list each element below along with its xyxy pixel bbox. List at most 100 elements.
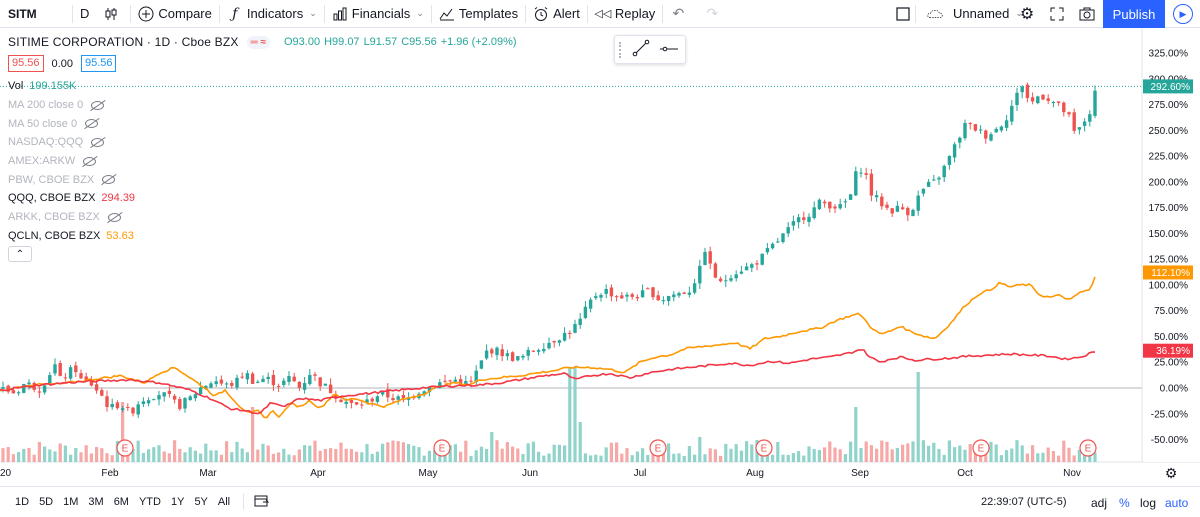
range-button-3m[interactable]: 3M [88,496,104,508]
candle-body [297,381,302,388]
timezone-clock[interactable]: 22:39:07 (UTC-5) [981,496,1067,508]
legend-row-study[interactable]: MA 50 close 0 [8,114,521,133]
eye-crossed-icon[interactable] [85,119,99,129]
legend-row-study[interactable]: PBW, CBOE BZX [8,170,521,189]
settings-button[interactable]: ⚙ [1012,0,1046,28]
eye-crossed-icon[interactable] [91,137,105,147]
axis-settings-icon[interactable]: ⚙ [1165,466,1178,482]
candle-body [412,397,416,399]
collapse-legend-button[interactable]: ⌃ [8,246,32,262]
price-axis[interactable]: 325.00%300.00%275.00%250.00%225.00%200.0… [1143,28,1200,462]
interval-button[interactable]: D [73,0,96,28]
candle-body [209,383,213,388]
candle-body [276,385,281,387]
earnings-marker[interactable]: E [755,439,773,457]
volume-bar [11,454,15,462]
horizontal-line-icon [659,42,679,57]
volume-bar [110,455,114,462]
legend-row-study[interactable]: QQQ, CBOE BZX 294.39 [8,189,521,208]
candle-body [833,206,837,209]
redo-button[interactable]: ↷ [697,0,731,28]
range-button-ytd[interactable]: YTD [138,496,161,508]
volume-bar [994,444,998,462]
fullscreen-button[interactable] [1042,0,1076,28]
volume-bar [724,443,728,462]
auto-scale-toggle[interactable]: auto [1165,496,1189,510]
volume-bar [677,453,681,462]
indicators-button[interactable]: ƒ Indicators ⌄ [220,0,324,28]
undo-button[interactable]: ↶ [663,0,697,28]
bar-chart-icon [332,6,348,22]
financials-button[interactable]: Financials ⌄ [325,0,431,28]
divider [662,4,664,23]
play-button[interactable]: ▶ [1166,0,1200,28]
divider [130,4,132,23]
time-axis[interactable]: 20 Feb Mar Apr May Jun Jul Aug Sep Oct Nov ⚙ [0,466,1177,482]
candle-body [157,395,161,400]
goto-date-button[interactable] [254,494,270,511]
symbol-title[interactable]: SITIME CORPORATION · 1D · Cboe BZX [8,35,239,49]
volume-bar [17,452,21,462]
percent-scale-toggle[interactable]: % [1119,496,1130,510]
adj-toggle[interactable]: adj [1091,496,1108,510]
eye-crossed-icon[interactable] [102,175,116,185]
volume-bar [797,451,801,462]
drag-handle[interactable] [619,41,627,58]
alert-button[interactable]: Alert [526,0,587,28]
eye-crossed-icon[interactable] [91,100,105,110]
earnings-marker[interactable]: E [433,439,451,457]
legend-row-volume[interactable]: Vol 199.155K [8,77,521,96]
range-button-5y[interactable]: 5Y [194,496,208,508]
candle-body [640,290,645,298]
volume-bar [360,452,364,462]
publish-button[interactable]: Publish [1103,0,1165,28]
range-button-all[interactable]: All [217,496,231,508]
chart-canvas[interactable]: E E E E E E 325.00%300.00%275.00%250.00%225.0… [0,28,1200,486]
price-badge-sitm: 292.60% [1143,79,1193,94]
fullscreen-layout-button[interactable] [888,0,922,28]
drawing-toolbar [614,35,686,64]
horizontal-line-tool[interactable] [655,36,683,63]
range-button-1d[interactable]: 1D [15,496,30,508]
trend-line-tool[interactable] [627,36,655,63]
buy-price-box[interactable]: 95.56 [80,55,117,72]
candle-body [74,365,78,373]
legend-row-study[interactable]: AMEX:ARKW [8,152,521,171]
compare-button[interactable]: Compare [131,0,218,28]
candle-body [625,294,629,297]
earnings-marker[interactable]: E [1079,439,1097,457]
log-scale-toggle[interactable]: log [1140,496,1157,510]
hide-series-toggle[interactable]: ═ ≈ [246,35,270,49]
symbol-search[interactable]: SITM [0,0,72,28]
eye-crossed-icon[interactable] [83,156,97,166]
range-button-6m[interactable]: 6M [113,496,129,508]
eye-crossed-icon[interactable] [107,212,121,222]
earnings-marker[interactable]: E [116,439,134,457]
legend-row-study[interactable]: NASDAQ:QQQ [8,133,521,152]
range-button-5d[interactable]: 5D [39,496,54,508]
earnings-marker[interactable]: E [972,439,990,457]
candle-body [1088,114,1092,122]
range-button-1y[interactable]: 1Y [170,496,185,508]
replay-button[interactable]: ◁◁ Replay [588,0,662,28]
volume-bar [225,441,229,462]
chevron-down-icon: ⌄ [416,8,424,18]
sell-price-box[interactable]: 95.56 [8,55,44,72]
volume-bar [578,422,582,462]
legend-row-study[interactable]: MA 200 close 0 [8,96,521,115]
spread-value: 0.00 [51,57,73,70]
earnings-marker[interactable]: E [649,439,667,457]
candle-body [687,292,692,295]
legend-row-study[interactable]: QCLN, CBOE BZX 53.63 [8,227,521,246]
templates-button[interactable]: Templates [432,0,525,28]
layout-name-button[interactable]: Unnamed ⌄ [920,0,1030,28]
function-icon: ƒ [232,5,238,22]
volume-bar [204,443,208,462]
alarm-clock-icon [533,6,549,22]
snapshot-button[interactable] [1072,0,1106,28]
chart-type-button[interactable] [96,0,130,28]
legend-row-study[interactable]: ARKK, CBOE BZX [8,208,521,227]
range-button-1m[interactable]: 1M [63,496,79,508]
divider [525,4,527,23]
volume-bar [661,451,665,462]
